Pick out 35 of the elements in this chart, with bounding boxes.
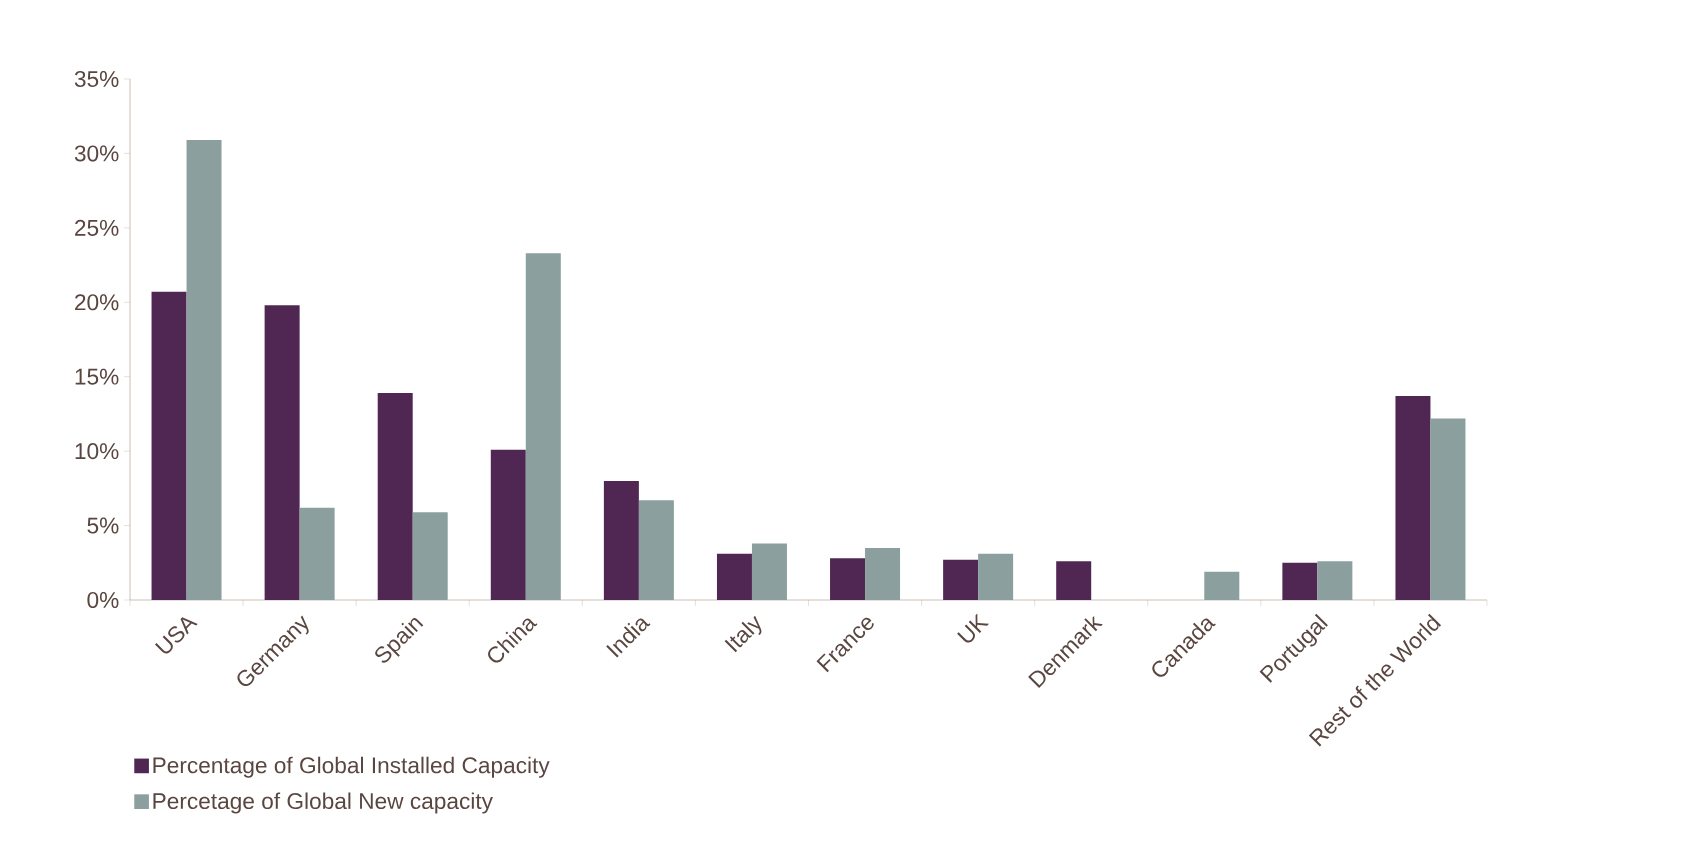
- bar: [603, 480, 639, 600]
- bar: [943, 559, 979, 600]
- x-tick-label: Italy: [724, 615, 762, 653]
- bar: [1395, 396, 1431, 600]
- x-tick-label: USA: [154, 617, 198, 654]
- bar: [1317, 561, 1353, 600]
- bar: [264, 305, 300, 600]
- bar: [978, 553, 1014, 600]
- bar: [1056, 561, 1092, 600]
- y-tick-label: 30%: [74, 145, 119, 162]
- y-tick-label: 35%: [74, 70, 119, 88]
- bar: [490, 449, 526, 600]
- bar: [377, 393, 413, 600]
- bar: [751, 543, 787, 600]
- legend-label: Percentage of Global Installed Capacity: [153, 756, 550, 778]
- y-tick-label: 20%: [75, 294, 119, 311]
- bar: [412, 512, 448, 600]
- legend-label: Percetage of Global New capacity: [153, 792, 493, 814]
- bar: [1282, 562, 1318, 600]
- bar: [299, 507, 335, 600]
- y-tick-label: 25%: [75, 219, 119, 236]
- bar: [151, 291, 187, 600]
- bar: [865, 547, 901, 600]
- bar: [1204, 571, 1240, 600]
- y-tick-label: 15%: [75, 368, 119, 385]
- y-tick-label: 5%: [87, 517, 119, 534]
- y-tick-label: 0%: [87, 591, 119, 609]
- bar: [638, 500, 674, 600]
- bar: [716, 553, 752, 600]
- y-tick-label: 10%: [75, 443, 119, 460]
- x-tick-label: UK: [957, 613, 989, 643]
- bar: [525, 253, 561, 600]
- bar: [186, 140, 222, 600]
- bar: [830, 558, 866, 600]
- bar: [1430, 418, 1466, 600]
